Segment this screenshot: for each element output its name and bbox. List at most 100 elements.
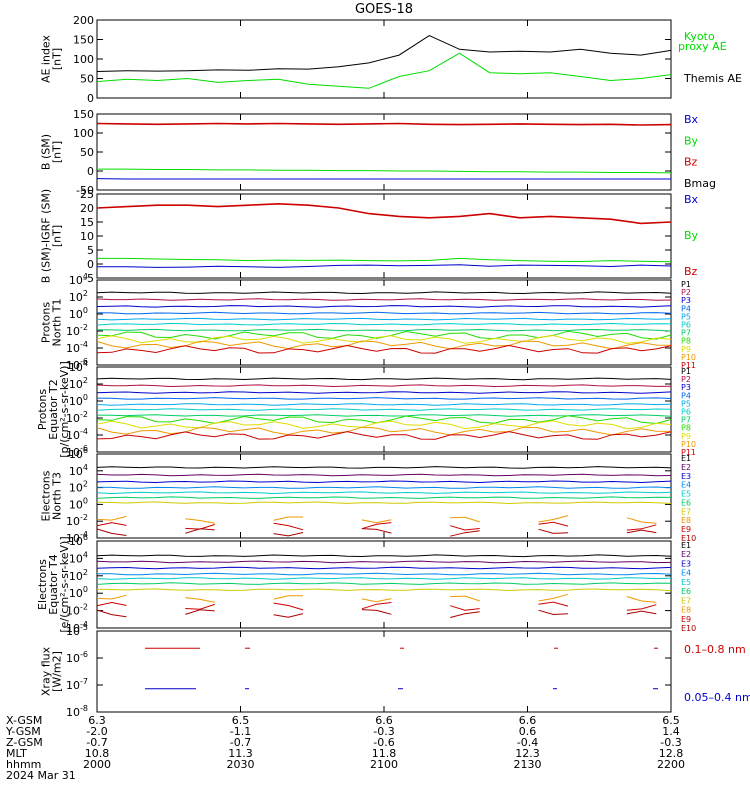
series-line-E1 — [96, 466, 672, 469]
series-line-P9 — [96, 334, 672, 344]
legend-p7: P7 — [681, 416, 691, 425]
legend-xray-long: 0.1–0.8 nm — [684, 643, 746, 656]
series-line-E8 — [538, 515, 569, 523]
y-axis-label: [nT] — [51, 141, 64, 163]
series-line-P5 — [96, 317, 672, 321]
y-tick-label: 150 — [73, 34, 94, 47]
series-line-P4 — [96, 311, 672, 315]
series-line-P3 — [96, 391, 672, 394]
legend-p5: P5 — [681, 399, 691, 408]
y-tick-label: 106 — [69, 533, 88, 548]
y-axis-label: Electrons — [36, 559, 49, 610]
y-axis-label: [nT] — [51, 48, 64, 70]
series-line-E10 — [450, 611, 480, 618]
y-tick-label: 106 — [69, 446, 88, 461]
series-line-E9 — [96, 522, 127, 527]
y-tick-label: 102 — [69, 568, 88, 583]
series-line-P5 — [96, 403, 672, 406]
y-tick-label: 0 — [87, 258, 94, 271]
footer-value: -0.3 — [660, 736, 681, 749]
y-tick-label: 104 — [69, 359, 88, 374]
series-line-E4 — [96, 572, 672, 576]
footer-value: -0.7 — [230, 736, 251, 749]
series-line-E2 — [96, 473, 672, 477]
series-line-E5 — [96, 577, 672, 580]
series-line-E8 — [185, 518, 215, 524]
footer-value: -0.6 — [373, 736, 394, 749]
series-line-E10 — [96, 609, 127, 618]
series-line-P7 — [96, 414, 672, 417]
y-tick-label: 100 — [69, 585, 88, 600]
series-line-by — [97, 257, 672, 263]
series-line-E10 — [626, 529, 657, 534]
series-line-P8 — [96, 330, 672, 340]
series-line-E6 — [96, 582, 672, 585]
series-line-E8 — [273, 516, 304, 521]
y-tick-label: 10-6 — [66, 357, 88, 372]
legend-e5: E5 — [681, 578, 691, 587]
legend-e6: E6 — [681, 498, 691, 507]
y-tick-label: -5 — [83, 272, 94, 285]
series-line-E9 — [538, 601, 569, 607]
y-tick-label: 10-4 — [66, 530, 88, 545]
series-line-E8 — [450, 516, 480, 523]
series-line-E9 — [538, 521, 569, 527]
y-axis-label: B (SM) — [40, 134, 53, 170]
y-tick-label: 10-5 — [66, 623, 88, 638]
plot-title: GOES-18 — [355, 2, 413, 17]
series-line-E9 — [361, 602, 392, 610]
legend-p6: P6 — [681, 321, 691, 330]
y-axis-label: North T1 — [51, 299, 64, 347]
y-axis-label: AE index — [40, 34, 53, 83]
legend-e7: E7 — [681, 596, 691, 605]
footer-value: 6.3 — [88, 714, 106, 727]
series-line-by — [97, 168, 672, 174]
series-line-E9 — [626, 604, 657, 611]
legend-p3: P3 — [681, 383, 691, 392]
series-line-E10 — [185, 609, 215, 615]
y-tick-label: 100 — [69, 393, 88, 408]
series-line-P8 — [96, 415, 672, 425]
y-axis-label: [nT] — [51, 225, 64, 247]
footer-row-label: hhmm — [6, 758, 41, 771]
series-line-E9 — [361, 522, 392, 530]
y-tick-label: 10-4 — [66, 427, 88, 442]
y-tick-label: 25 — [80, 188, 94, 201]
legend-p11: P11 — [681, 448, 696, 457]
y-tick-label: 10-2 — [66, 603, 88, 618]
y-axis-label: Xray flux — [40, 646, 53, 696]
series-line-E8 — [626, 596, 657, 603]
y-tick-label: 10-8 — [66, 704, 88, 719]
footer-value: 1.4 — [662, 725, 680, 738]
y-axis-label: Protons — [40, 302, 53, 343]
y-axis-label: [e/(cm²-s-sr-keV)] — [58, 536, 71, 632]
series-line-E10 — [538, 609, 569, 616]
legend-kyoto: Kyoto — [684, 30, 715, 43]
footer-row-label: X-GSM — [6, 714, 42, 727]
series-line-themis-ae — [96, 35, 672, 72]
series-line-E3 — [96, 566, 672, 570]
footer-row-label: MLT — [6, 747, 27, 760]
footer-value: 2100 — [370, 758, 398, 771]
legend-p8: P8 — [681, 337, 691, 346]
y-tick-label: 102 — [69, 289, 88, 304]
series-line-bz — [96, 202, 672, 225]
y-tick-label: 10-7 — [66, 677, 88, 692]
footer-row-label: Z-GSM — [6, 736, 43, 749]
legend-e5: E5 — [681, 490, 691, 499]
footer-value: 6.6 — [519, 714, 537, 727]
legend-e9: E9 — [681, 615, 691, 624]
legend-by: By — [684, 134, 699, 147]
legend-xray-short: 0.05–0.4 nm — [684, 691, 750, 704]
legend-e8: E8 — [681, 516, 691, 525]
y-tick-label: 100 — [69, 496, 88, 511]
y-axis-label: Protons — [36, 389, 49, 430]
series-line-P11 — [96, 431, 672, 440]
series-line-E8 — [273, 595, 304, 600]
y-axis-label: North T3 — [51, 472, 64, 520]
y-axis-label: B (SM)-IGRF (SM) — [40, 189, 53, 283]
footer-value: 6.5 — [232, 714, 250, 727]
